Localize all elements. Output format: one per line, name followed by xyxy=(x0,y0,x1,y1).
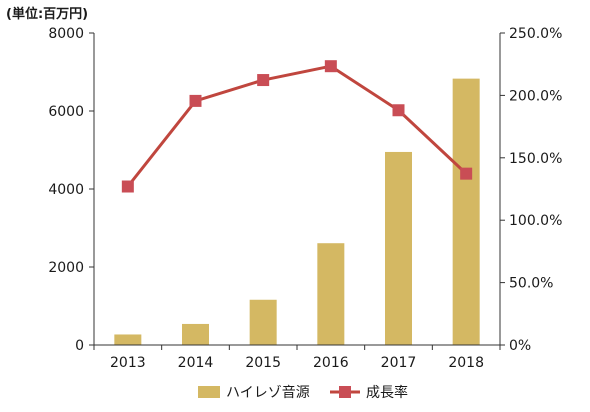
x-tick-label: 2015 xyxy=(245,355,281,371)
x-tick-label: 2013 xyxy=(110,355,146,371)
x-axis-ticks: 2013 2014 2015 2016 2017 2018 xyxy=(93,345,501,371)
right-tick-label: 0% xyxy=(509,338,531,354)
left-tick-label: 0 xyxy=(75,338,84,354)
line-marker xyxy=(257,74,270,87)
x-tick-label: 2018 xyxy=(448,355,484,371)
bar xyxy=(249,299,277,345)
bar xyxy=(385,151,412,345)
right-tick-label: 200.0% xyxy=(509,88,562,104)
x-tick-label: 2016 xyxy=(313,355,349,371)
bar xyxy=(114,334,142,345)
legend: ハイレゾ音源 成長率 xyxy=(198,384,408,401)
x-tick-label: 2014 xyxy=(178,355,214,371)
left-tick-label: 6000 xyxy=(48,104,84,120)
left-tick-label: 4000 xyxy=(48,182,84,198)
line-marker xyxy=(324,60,337,73)
bar xyxy=(317,243,345,345)
bar xyxy=(452,78,480,345)
line-series xyxy=(121,60,473,193)
legend-label-bar: ハイレゾ音源 xyxy=(226,384,310,401)
bar xyxy=(182,323,209,345)
line-marker xyxy=(460,167,473,180)
x-tick-label: 2017 xyxy=(381,355,417,371)
right-tick-label: 250.0% xyxy=(509,26,562,42)
axes xyxy=(93,33,501,346)
legend-swatch-bar xyxy=(198,386,220,398)
bar-series xyxy=(114,78,480,345)
legend-swatch-marker xyxy=(339,386,351,398)
growth-rate-line xyxy=(126,64,468,188)
left-tick-label: 2000 xyxy=(48,260,84,276)
line-marker xyxy=(392,104,405,117)
left-tick-label: 8000 xyxy=(48,26,84,42)
right-axis-ticks: 0% 50.0% 100.0% 150.0% 200.0% 250.0% xyxy=(500,26,562,354)
line-marker xyxy=(121,180,134,193)
right-tick-label: 100.0% xyxy=(509,213,562,229)
left-axis-ticks: 0 2000 4000 6000 8000 xyxy=(48,26,94,354)
legend-label-line: 成長率 xyxy=(366,384,408,401)
right-tick-label: 150.0% xyxy=(509,151,562,167)
line-marker xyxy=(189,94,202,107)
unit-label: (単位:百万円) xyxy=(6,6,88,22)
right-tick-label: 50.0% xyxy=(509,276,553,292)
